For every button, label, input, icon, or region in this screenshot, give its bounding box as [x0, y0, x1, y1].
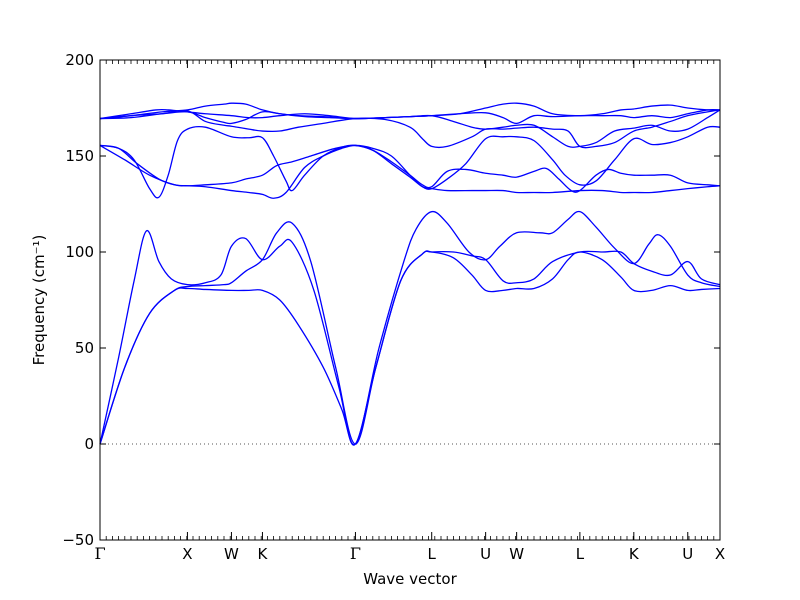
y-tick-label: 200: [65, 51, 94, 69]
x-tick-label: L: [576, 545, 585, 563]
x-axis-label: Wave vector: [363, 570, 457, 588]
x-tick-label: X: [715, 545, 725, 563]
x-tick-label: L: [428, 545, 437, 563]
phonon-branch-7: [99, 109, 721, 148]
x-tick-label: K: [258, 545, 269, 563]
x-tick-label: W: [224, 545, 239, 563]
phonon-branch-6: [99, 125, 721, 199]
x-tick-label: K: [629, 545, 640, 563]
x-tick-label: Γ: [94, 544, 105, 563]
x-tick-label: U: [682, 545, 693, 563]
y-axis-label: Frequency (cm⁻¹): [30, 235, 48, 366]
phonon-branch-3: [99, 250, 721, 446]
x-tick-label: Γ: [350, 544, 361, 563]
phonon-branch-1: [99, 210, 721, 446]
y-axis-ticks: −50 0 50 100 150 200: [62, 51, 720, 549]
y-tick-label: 100: [65, 243, 94, 261]
x-tick-label: W: [509, 545, 524, 563]
y-tick-label: 0: [84, 435, 94, 453]
phonon-branch-9: [99, 102, 721, 120]
series-layer: [99, 102, 721, 446]
phonon-branch-10: [99, 109, 721, 149]
x-tick-label: U: [480, 545, 491, 563]
x-tick-label: X: [182, 545, 192, 563]
y-tick-label: −50: [62, 531, 94, 549]
y-tick-label: 150: [65, 147, 94, 165]
y-tick-label: 50: [75, 339, 94, 357]
